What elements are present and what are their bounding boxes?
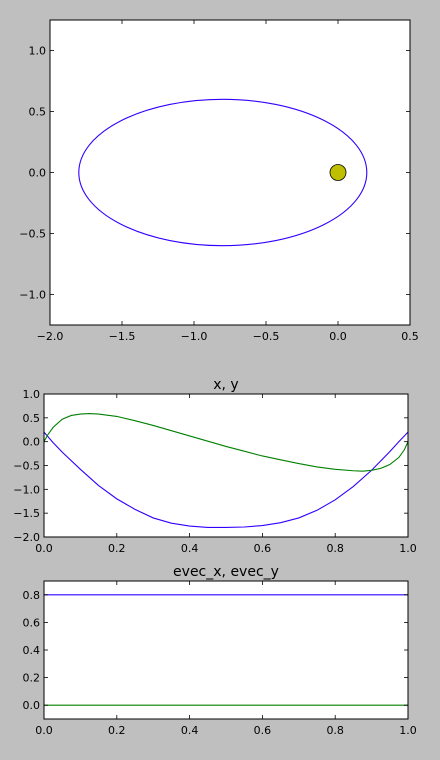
xy-chart: 0.0 0.2 0.4 0.6 0.8 1.0 −2.0 −1.5 −1.0 −0.5 0.0 0.5… (13, 377, 416, 555)
y-tick-label: −1.0 (19, 289, 46, 302)
y-tick-label: −0.5 (13, 460, 40, 473)
y-tick-label: −1.0 (13, 483, 40, 496)
x-tick-label: 0.0 (35, 542, 53, 555)
x-tick-label: 0.4 (181, 724, 199, 737)
x-tick-label: 0.0 (35, 724, 53, 737)
x-tick-label: 0.6 (254, 542, 272, 555)
y-tick-label: 0.5 (29, 106, 47, 119)
series-group (44, 594, 408, 706)
y-tick-label: 0.0 (23, 699, 41, 712)
series-group (78, 98, 368, 247)
x-tick-label: 1.0 (399, 724, 417, 737)
y-tick-label: 1.0 (23, 388, 41, 401)
y-tick-label: 0.5 (23, 412, 41, 425)
x-tick-label: 0.2 (108, 724, 126, 737)
y-tick-label: 1.0 (29, 45, 47, 58)
plot-area (44, 394, 408, 537)
x-tick-label: 0.8 (326, 724, 344, 737)
plot-area (50, 20, 410, 325)
series-line-1 (44, 412, 408, 472)
x-tick-label: 0.8 (326, 542, 344, 555)
y-tick-label: 0.8 (23, 589, 41, 602)
body-marker (329, 164, 347, 181)
x-tick-label: 0.4 (181, 542, 199, 555)
y-tick-label: 0.4 (23, 644, 41, 657)
orbit-chart: −2.0 −1.5 −1.0 −0.5 0.0 0.5 −1.0 −0.5 0.0 0.5 1.0 (19, 19, 419, 343)
orbit-line (78, 98, 368, 247)
y-tick-label: −0.5 (19, 228, 46, 241)
x-tick-label: 0.2 (108, 542, 126, 555)
y-tick-label: 0.2 (23, 672, 41, 685)
x-tick-label: −1.5 (109, 330, 136, 343)
y-tick-label: −2.0 (13, 531, 40, 544)
series-line-0 (44, 431, 408, 529)
y-tick-label: 0.6 (23, 616, 41, 629)
x-tick-label: 0.0 (329, 330, 347, 343)
y-tick-label: −1.5 (13, 507, 40, 520)
x-tick-label: 1.0 (399, 542, 417, 555)
x-tick-label: 0.6 (254, 724, 272, 737)
chart-title: x, y (213, 377, 238, 393)
chart-title: evec_x, evec_y (173, 564, 279, 580)
x-tick-label: −1.0 (181, 330, 208, 343)
y-tick-label: 0.0 (29, 167, 47, 180)
series-group (44, 412, 408, 529)
x-tick-label: 0.5 (401, 330, 419, 343)
x-tick-label: −2.0 (37, 330, 64, 343)
plot-area (44, 581, 408, 719)
x-tick-label: −0.5 (253, 330, 280, 343)
y-tick-label: 0.0 (23, 436, 41, 449)
evec-chart: 0.0 0.2 0.4 0.6 0.8 1.0 0.0 0.2 0.4 0.6 0.8 evec_x,… (23, 564, 417, 737)
